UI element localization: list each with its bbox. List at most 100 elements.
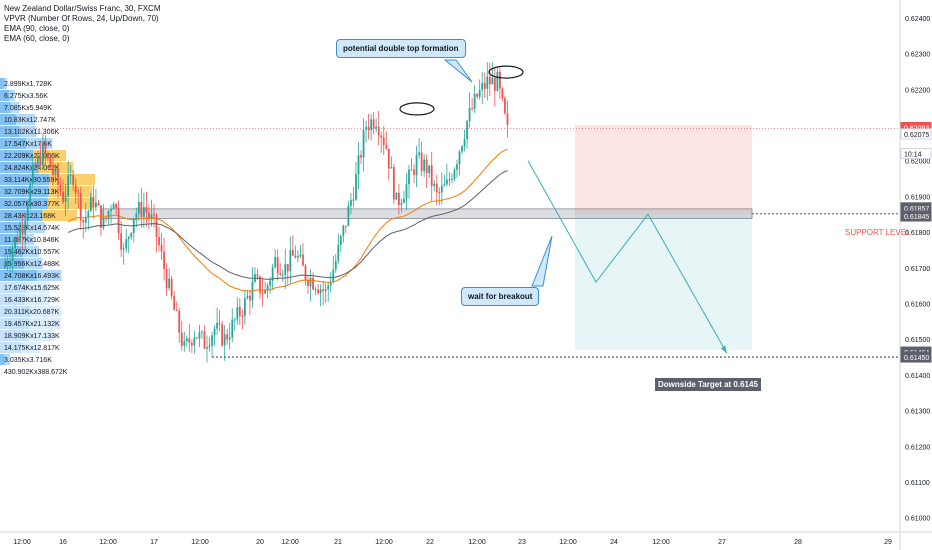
price-badge-label: 10:14 <box>904 152 922 159</box>
volume-bar-down <box>21 342 41 353</box>
volume-bar-label: 32.057Kx30.377K <box>4 201 60 208</box>
candle-body <box>350 200 352 206</box>
candle-body <box>6 262 9 264</box>
y-tick-label: 0.62400 <box>905 16 930 23</box>
candle-body <box>299 254 302 257</box>
candle-body <box>264 290 266 294</box>
candle-body <box>491 77 494 85</box>
candle-body <box>506 113 509 125</box>
candle-body <box>246 295 249 299</box>
candle-body <box>231 319 234 338</box>
candle-body <box>377 126 380 136</box>
volume-bar-label: 32.709Kx29.113K <box>4 189 59 196</box>
candle-body <box>160 245 163 252</box>
candle-body <box>168 278 171 289</box>
price-badge-label: 0.61845 <box>904 214 929 221</box>
x-tick-label: 12:00 <box>281 539 299 546</box>
candle-body <box>59 184 62 192</box>
candle-body <box>322 289 325 291</box>
candle-body <box>256 274 259 277</box>
candle-body <box>67 175 70 196</box>
candle-body <box>87 211 90 217</box>
candle-body <box>97 202 100 206</box>
candle-body <box>392 167 395 200</box>
breakout-callout[interactable]: wait for breakout <box>461 287 540 306</box>
candle-body <box>367 126 370 131</box>
candle-body <box>372 119 375 129</box>
price-badge <box>900 148 932 160</box>
candle-body <box>420 152 423 172</box>
support-band <box>101 208 753 219</box>
volume-bar-label: 19.457Kx21.132K <box>4 321 60 328</box>
x-tick-label: 16 <box>59 539 67 546</box>
candle-body <box>185 338 188 342</box>
candle-body <box>365 126 367 130</box>
price-badge <box>900 351 932 363</box>
volume-bar-up <box>0 150 34 161</box>
candle-body <box>415 155 418 175</box>
projection-arrowhead <box>721 345 727 354</box>
y-tick-label: 0.61900 <box>905 194 930 201</box>
double-top-callout[interactable]: potential double top formation <box>336 39 466 58</box>
candle-body <box>223 334 226 346</box>
candle-body <box>79 193 82 221</box>
volume-bar-down <box>36 162 73 173</box>
candle-body <box>39 156 42 166</box>
candle-body <box>173 296 176 311</box>
candle-body <box>95 202 97 208</box>
candle-body <box>347 205 350 227</box>
candle-body <box>380 135 383 138</box>
candle-body <box>281 274 284 276</box>
candle-body <box>218 322 221 325</box>
volume-bar-down <box>23 222 45 233</box>
candle-body <box>148 212 150 218</box>
x-tick-label: 12:00 <box>652 539 670 546</box>
y-tick-label: 0.61000 <box>905 516 930 523</box>
price-badge-label: 0.62075 <box>904 132 929 139</box>
x-tick-label: 17 <box>150 539 158 546</box>
candle-body <box>213 328 216 336</box>
x-tick-label: 21 <box>334 539 342 546</box>
candle-body <box>14 237 16 249</box>
candle-body <box>64 195 67 203</box>
candle-body <box>183 341 186 346</box>
volume-bar-label: 15.523Kx14.574K <box>4 225 60 232</box>
candle-body <box>261 292 264 294</box>
volume-bar-down <box>36 270 62 281</box>
candle-body <box>180 332 183 346</box>
candle-body <box>307 280 309 287</box>
y-tick-label: 0.62300 <box>905 52 930 59</box>
candle-body <box>314 289 317 291</box>
candle-body <box>11 248 14 261</box>
candle-body <box>499 71 501 89</box>
candle-body <box>269 280 272 286</box>
x-tick-label: 12:00 <box>13 539 31 546</box>
candle-body <box>241 315 244 317</box>
x-tick-label: 12:00 <box>191 539 209 546</box>
volume-bar-down <box>42 210 77 221</box>
volume-bar-down <box>16 114 36 125</box>
candle-body <box>259 276 261 293</box>
candle-body <box>334 260 337 270</box>
candle-body <box>72 175 75 186</box>
breakout-pointer <box>531 235 553 287</box>
volume-bar-label: 430.902Kx388.672K <box>4 369 68 376</box>
volume-bar-label: 18.909Kx17.133K <box>4 333 60 340</box>
candle-body <box>77 192 80 194</box>
volume-bar-label: 14.175Kx12.817K <box>4 345 60 352</box>
candle-body <box>324 289 327 291</box>
candle-body <box>127 236 130 240</box>
legend-ema60: EMA (60, close, 0) <box>4 34 70 43</box>
candle-body <box>201 331 203 333</box>
candle-body <box>317 289 319 294</box>
price-badge <box>900 128 932 140</box>
candle-body <box>440 185 443 193</box>
volume-bar-label: 11.887Kx10.846K <box>4 237 59 244</box>
candle-body <box>398 192 400 205</box>
candle-body <box>266 285 269 291</box>
price-badge-label: 0.61450 <box>904 355 929 362</box>
volume-bar-up <box>0 90 10 101</box>
candle-body <box>135 213 138 219</box>
candle-body <box>352 199 355 201</box>
